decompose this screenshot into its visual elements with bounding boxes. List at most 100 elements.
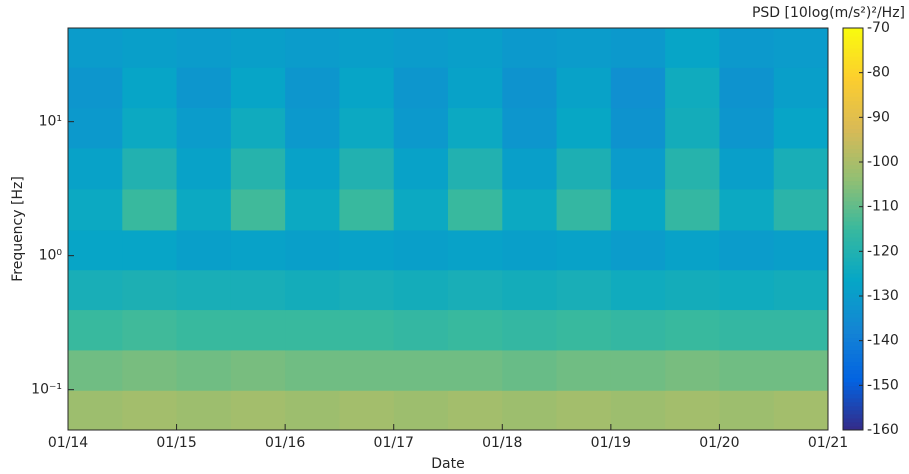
colorbar-swatch: [843, 224, 863, 230]
heatmap-cell: [285, 390, 340, 431]
colorbar-swatch: [843, 237, 863, 242]
heatmap-cell: [502, 107, 558, 149]
colorbar-swatch: [843, 241, 863, 246]
colorbar-swatch: [843, 192, 863, 198]
colorbar-swatch: [843, 421, 863, 427]
colorbar-swatch: [843, 341, 863, 347]
colorbar-swatch: [843, 44, 863, 49]
heatmap-cell: [122, 390, 178, 431]
colorbar-swatch: [843, 281, 863, 286]
colorbar-swatch: [843, 245, 863, 250]
colorbar-swatch: [843, 96, 863, 101]
plot-frame: [67, 27, 829, 431]
colorbar-tick-label: -160: [867, 422, 899, 438]
heatmap-cell: [502, 269, 558, 311]
heatmap-cell: [773, 269, 829, 311]
colorbar-swatch: [843, 184, 863, 190]
colorbar-swatch: [843, 269, 863, 274]
heatmap-cell: [502, 67, 558, 109]
colorbar-frame: [842, 27, 864, 431]
heatmap-cell: [448, 28, 503, 68]
heatmap-cell: [230, 269, 286, 311]
heatmap-cell: [68, 67, 123, 109]
heatmap-cell: [176, 28, 232, 68]
colorbar-swatch: [843, 397, 863, 403]
colorbar-swatch: [843, 128, 863, 134]
heatmap-cell: [393, 147, 449, 190]
colorbar-swatch: [843, 309, 863, 314]
heatmap-cell: [773, 107, 829, 149]
heatmap-cell: [665, 188, 720, 231]
heatmap-cell: [176, 147, 232, 190]
colorbar-swatch: [843, 212, 863, 218]
heatmap-cell: [773, 229, 829, 271]
heatmap-cell: [556, 349, 612, 391]
heatmap-cell: [610, 188, 666, 231]
heatmap-cell: [773, 309, 829, 351]
heatmap-cell: [665, 28, 720, 68]
x-tick-label: 01/19: [591, 435, 631, 451]
heatmap-cell: [556, 309, 612, 351]
colorbar-swatch: [843, 28, 863, 33]
heatmap-cell: [285, 188, 340, 231]
colorbar-swatch: [843, 345, 863, 351]
heatmap-cell: [556, 107, 612, 149]
heatmap-cell: [68, 349, 123, 391]
colorbar-swatch: [843, 385, 863, 391]
heatmap-cell: [610, 390, 666, 431]
heatmap-cell: [339, 349, 395, 391]
colorbar-swatch: [843, 120, 863, 125]
heatmap-cell: [556, 188, 612, 231]
x-axis-label: Date: [431, 456, 464, 472]
heatmap-cell: [339, 390, 395, 431]
colorbar-swatch: [843, 132, 863, 138]
colorbar-swatch: [843, 172, 863, 178]
heatmap-cell: [339, 107, 395, 149]
colorbar-swatch: [843, 413, 863, 419]
heatmap-cell: [393, 229, 449, 271]
heatmap-cell: [502, 390, 558, 431]
colorbar-tick-label: -80: [867, 65, 890, 81]
heatmap-cell: [556, 390, 612, 431]
colorbar-swatch: [843, 353, 863, 359]
colorbar-swatch: [843, 373, 863, 379]
colorbar-swatch: [843, 393, 863, 399]
heatmap-cell: [665, 349, 720, 391]
colorbar-swatch: [843, 409, 863, 415]
heatmap-cell: [285, 269, 340, 311]
heatmap-cell: [665, 67, 720, 109]
heatmap-cell: [448, 349, 503, 391]
colorbar-swatch: [843, 257, 863, 262]
heatmap-cell: [665, 107, 720, 149]
heatmap-cell: [610, 229, 666, 271]
heatmap-cell: [393, 390, 449, 431]
colorbar-swatch: [843, 357, 863, 363]
heatmap-cell: [393, 349, 449, 391]
x-tick-label: 01/20: [699, 435, 739, 451]
heatmap-cell: [176, 229, 232, 271]
heatmap-cell: [393, 188, 449, 231]
heatmap-cell: [773, 188, 829, 231]
colorbar-swatch: [843, 72, 863, 77]
colorbar-swatch: [843, 40, 863, 45]
colorbar-swatch: [843, 425, 863, 431]
colorbar-swatch: [843, 325, 863, 330]
colorbar-swatch: [843, 108, 863, 113]
x-tick-label: 01/15: [156, 435, 196, 451]
heatmap-cell: [339, 67, 395, 109]
colorbar-swatch: [843, 48, 863, 53]
colorbar-swatch: [843, 92, 863, 97]
colorbar-swatch: [843, 253, 863, 258]
heatmap-cell: [719, 107, 775, 149]
heatmap-cell: [719, 349, 775, 391]
heatmap-cell: [122, 269, 178, 311]
heatmap-cell: [610, 28, 666, 68]
colorbar-swatch: [843, 80, 863, 85]
colorbar-swatch: [843, 32, 863, 37]
colorbar-swatch: [843, 361, 863, 367]
colorbar-swatch: [843, 196, 863, 202]
y-tick-label: 10⁻¹: [31, 382, 62, 398]
heatmap-cell: [393, 269, 449, 311]
heatmap-cell: [230, 229, 286, 271]
colorbar-swatch: [843, 401, 863, 407]
